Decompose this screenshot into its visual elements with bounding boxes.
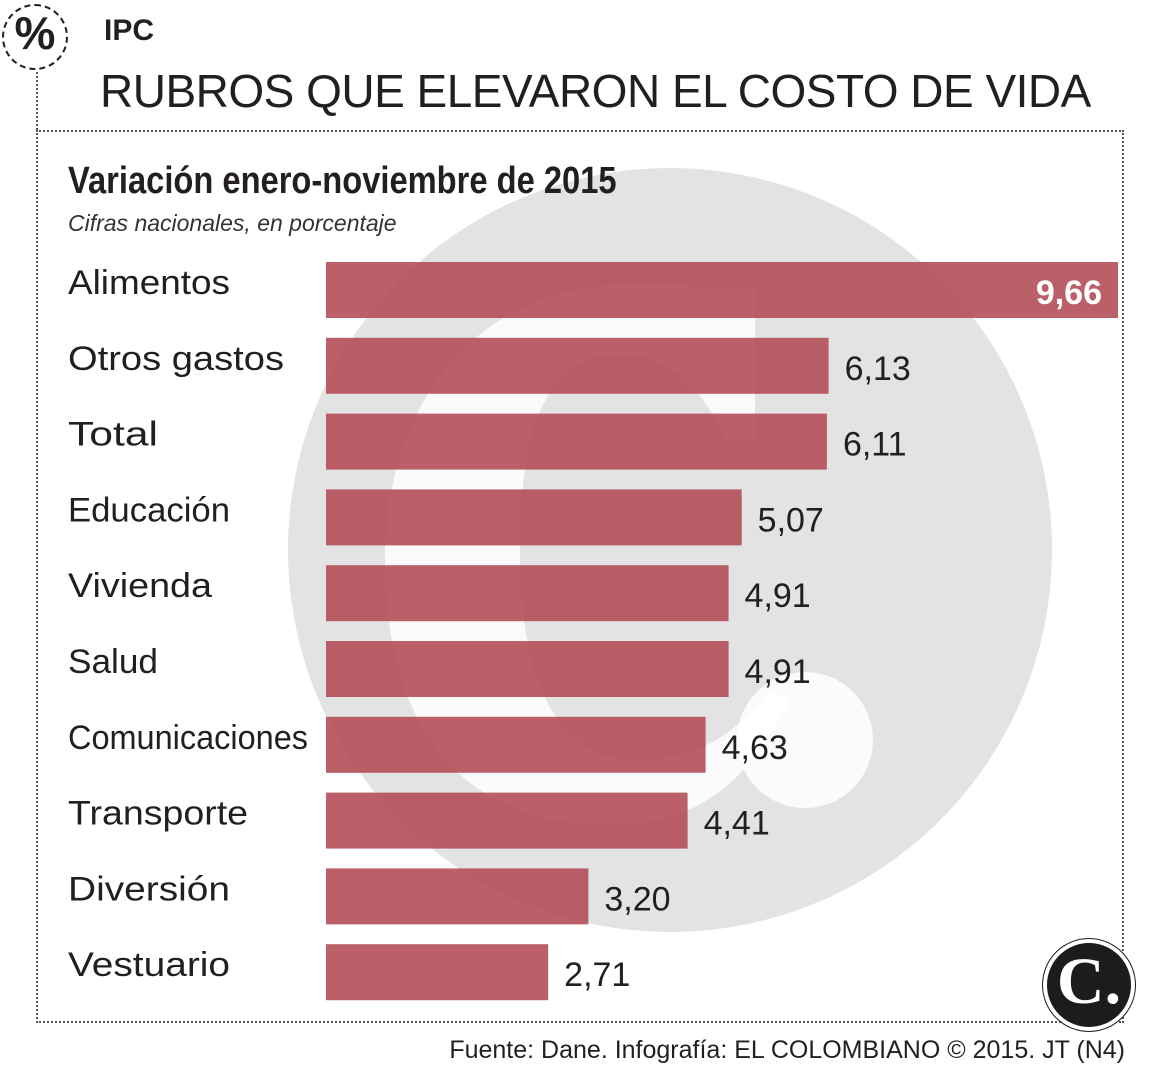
value-label-transporte: 4,41 <box>704 805 770 843</box>
chart-title: Variación enero-noviembre de 2015 <box>68 160 617 202</box>
bar-educacion <box>326 489 742 546</box>
value-label-comunicaciones: 4,63 <box>722 729 788 767</box>
chart-subtitle: Cifras nacionales, en porcentaje <box>68 210 397 236</box>
dotted-connector <box>36 72 38 130</box>
source-credit: Fuente: Dane. Infografía: EL COLOMBIANO … <box>449 1036 1125 1064</box>
dotted-frame <box>36 130 1124 1023</box>
value-label-total: 6,11 <box>843 426 907 464</box>
percent-icon-symbol: % <box>14 7 56 59</box>
value-label-educacion: 5,07 <box>758 501 824 539</box>
category-label-total: Total <box>68 416 158 454</box>
value-label-vivienda: 4,91 <box>745 577 811 615</box>
value-label-salud: 4,91 <box>745 653 811 691</box>
bar-comunicaciones <box>326 716 706 773</box>
category-label-transporte: Transporte <box>68 795 248 833</box>
bar-transporte <box>326 792 688 849</box>
category-label-salud: Salud <box>68 643 158 681</box>
category-label-alimentos: Alimentos <box>68 264 230 302</box>
category-label-vivienda: Vivienda <box>68 567 212 605</box>
category-label-educacion: Educación <box>68 491 230 529</box>
category-label-vestuario: Vestuario <box>68 946 230 984</box>
bar-alimentos <box>326 262 1118 318</box>
headline: RUBROS QUE ELEVARON EL COSTO DE VIDA <box>100 65 1091 117</box>
percent-icon: % <box>2 4 68 70</box>
bar-otros-gastos <box>326 337 829 394</box>
value-label-alimentos: 9,66 <box>1036 274 1102 312</box>
bar-vivienda <box>326 565 729 622</box>
kicker: IPC <box>104 14 155 47</box>
value-label-otros-gastos: 6,13 <box>845 350 911 388</box>
bar-total <box>326 413 827 470</box>
category-label-diversion: Diversión <box>68 870 230 908</box>
bar-salud <box>326 641 729 697</box>
category-label-otros-gastos: Otros gastos <box>68 340 284 378</box>
logo-text: C. <box>1056 945 1122 1018</box>
el-colombiano-logo: C. <box>1043 939 1135 1031</box>
category-label-comunicaciones: Comunicaciones <box>68 719 308 757</box>
bar-vestuario <box>326 944 549 1001</box>
bar-diversion <box>326 868 589 925</box>
value-label-vestuario: 2,71 <box>564 956 630 994</box>
value-label-diversion: 3,20 <box>604 880 670 918</box>
